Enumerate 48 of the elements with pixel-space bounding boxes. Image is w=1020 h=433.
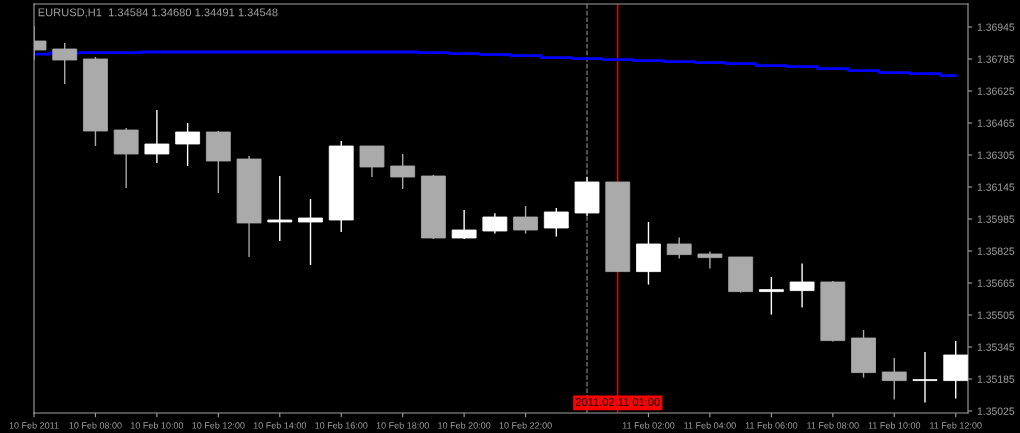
- y-tick-label: 1.36145: [977, 183, 1015, 191]
- candlestick: [789, 262, 815, 309]
- candlestick: [113, 127, 139, 189]
- y-tick-label: 1.36945: [977, 23, 1015, 31]
- y-tick-label: 1.36465: [977, 119, 1015, 127]
- x-tick-label: 11 Feb 02:00: [622, 422, 675, 429]
- candlestick: [451, 209, 477, 240]
- y-tick-label: 1.35825: [977, 247, 1015, 255]
- x-tick-label: 10 Feb 14:00: [253, 422, 307, 429]
- x-tick-label: 10 Feb 22:00: [499, 422, 552, 429]
- candlestick: [359, 145, 385, 178]
- y-tick-label: 1.36305: [977, 151, 1015, 159]
- x-tick-label: 10 Feb 12:00: [192, 422, 245, 429]
- x-tick-label: 11 Feb 04:00: [684, 422, 736, 429]
- y-tick-label: 1.35985: [977, 215, 1015, 223]
- chart-title: EURUSD,H1 1.34584 1.34680 1.34491 1.34548: [38, 8, 278, 18]
- candlestick: [144, 109, 170, 164]
- y-tick-label: 1.36625: [977, 87, 1015, 95]
- candlestick: [482, 212, 508, 235]
- ref-line-label: 2011.02.11 01:00: [575, 398, 660, 406]
- candlestick: [912, 351, 938, 404]
- candlestick: [298, 198, 323, 266]
- candlestick: [390, 153, 416, 190]
- x-tick-label: 11 Feb 10:00: [868, 422, 921, 429]
- y-tick-label: 1.35345: [977, 343, 1015, 351]
- candlestick: [267, 175, 293, 242]
- y-tick-label: 1.35025: [977, 407, 1015, 415]
- x-tick-label: 10 Feb 08:00: [69, 422, 122, 429]
- y-tick-label: 1.36785: [977, 55, 1015, 63]
- candlestick: [543, 207, 569, 238]
- candlestick: [175, 122, 201, 167]
- x-tick-label: 11 Feb 08:00: [807, 422, 859, 429]
- x-tick-label: 10 Feb 10:00: [130, 422, 184, 429]
- y-tick-label: 1.35505: [977, 311, 1015, 319]
- candlestick: [697, 250, 723, 270]
- x-tick-label: 11 Feb 12:00: [930, 422, 982, 429]
- x-tick-label: 10 Feb 2011: [9, 422, 59, 429]
- x-tick-label: 10 Feb 16:00: [315, 422, 368, 429]
- candlestick: [666, 236, 692, 260]
- y-tick-label: 1.35185: [977, 375, 1015, 383]
- candlestick: [52, 42, 78, 85]
- x-tick-label: 10 Feb 18:00: [376, 422, 429, 429]
- x-tick-label: 10 Feb 20:00: [438, 422, 491, 429]
- candlestick: [881, 357, 907, 401]
- y-tick-label: 1.35665: [977, 279, 1015, 287]
- x-tick-label: 11 Feb 06:00: [745, 422, 798, 429]
- candlestick: [513, 205, 538, 235]
- candlestick: [758, 276, 784, 316]
